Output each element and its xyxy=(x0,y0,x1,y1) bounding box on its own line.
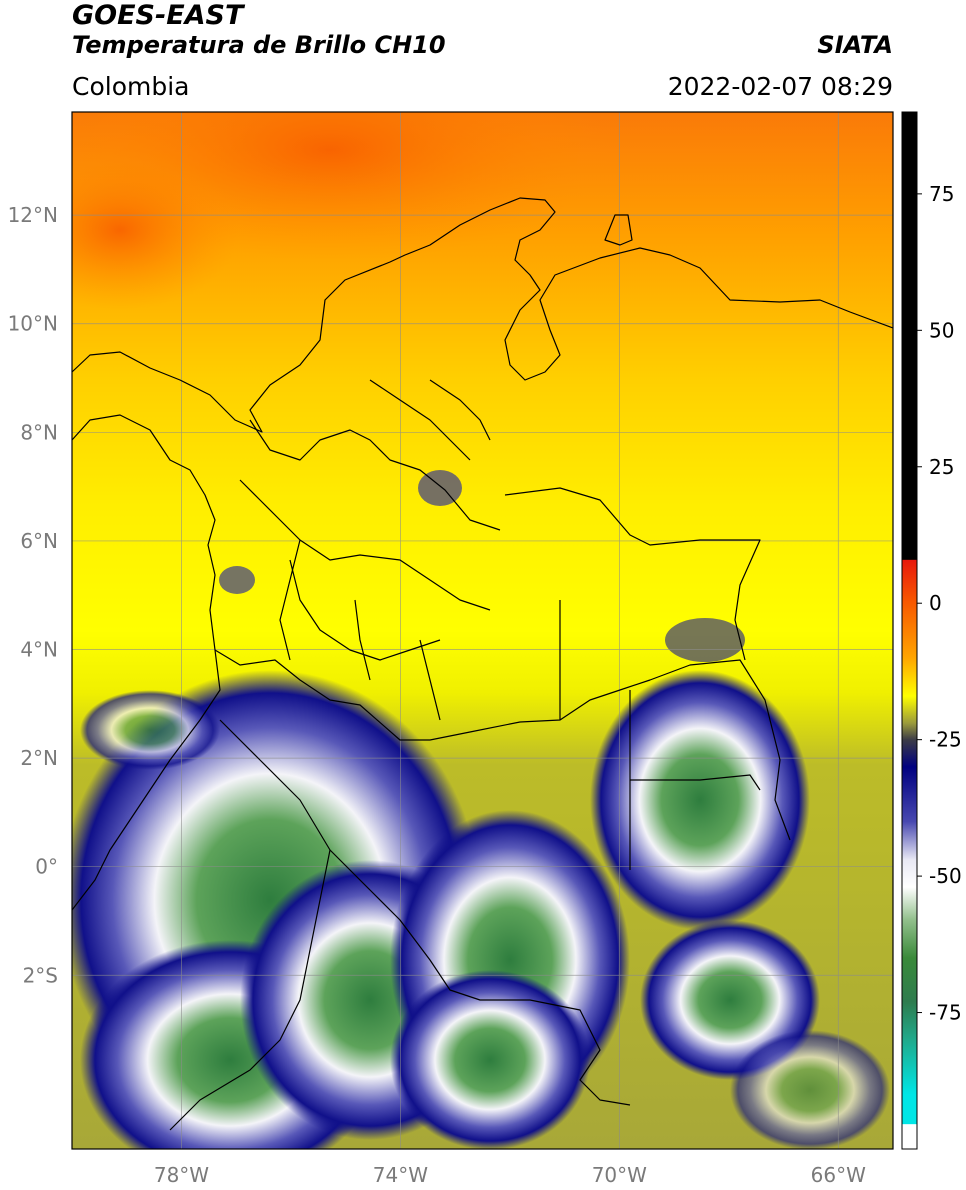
latitude-labels: 12°N 10°N 8°N 6°N 4°N 2°N 0° 2°S xyxy=(8,203,58,987)
lat-tick-label: 12°N xyxy=(8,203,58,227)
map-frame xyxy=(71,111,894,1150)
lat-tick-label: 6°N xyxy=(20,529,58,553)
colorbar-ticks: 75 50 25 0 -25 -50 -75 xyxy=(917,182,962,1025)
colorbar-scale xyxy=(902,112,917,1149)
lat-tick-label: 8°N xyxy=(20,420,58,444)
lon-tick-label: 78°W xyxy=(154,1163,209,1187)
lat-tick-label: 0° xyxy=(35,855,58,879)
title-product: Temperatura de Brillo CH10 xyxy=(72,31,446,59)
colorbar-tick-label: -25 xyxy=(929,728,962,752)
region-label: Colombia xyxy=(72,72,190,101)
lat-tick-label: 10°N xyxy=(8,312,58,336)
datetime-label: 2022-02-07 08:29 xyxy=(667,72,893,101)
colorbar-tick-label: -50 xyxy=(929,864,962,888)
lat-tick-label: 2°S xyxy=(23,963,58,987)
lon-tick-label: 74°W xyxy=(373,1163,428,1187)
colorbar-tick-label: 25 xyxy=(929,455,954,479)
colorbar: 75 50 25 0 -25 -50 -75 xyxy=(901,111,962,1150)
lat-tick-label: 2°N xyxy=(20,746,58,770)
colorbar-tick-label: 50 xyxy=(929,318,954,342)
longitude-labels: 78°W 74°W 70°W 66°W xyxy=(154,1163,866,1187)
colorbar-tick-label: 0 xyxy=(929,591,942,615)
organization-label: SIATA xyxy=(817,31,893,59)
brightness-temperature-field xyxy=(72,112,893,1149)
coastlines-borders xyxy=(71,197,894,1131)
colorbar-tick-label: 75 xyxy=(929,182,954,206)
lon-tick-label: 70°W xyxy=(592,1163,647,1187)
colorbar-tick-label: -75 xyxy=(929,1001,962,1025)
title-satellite: GOES-EAST xyxy=(72,0,244,31)
graticule xyxy=(72,112,893,1149)
lon-tick-label: 66°W xyxy=(811,1163,866,1187)
lat-tick-label: 4°N xyxy=(20,638,58,662)
